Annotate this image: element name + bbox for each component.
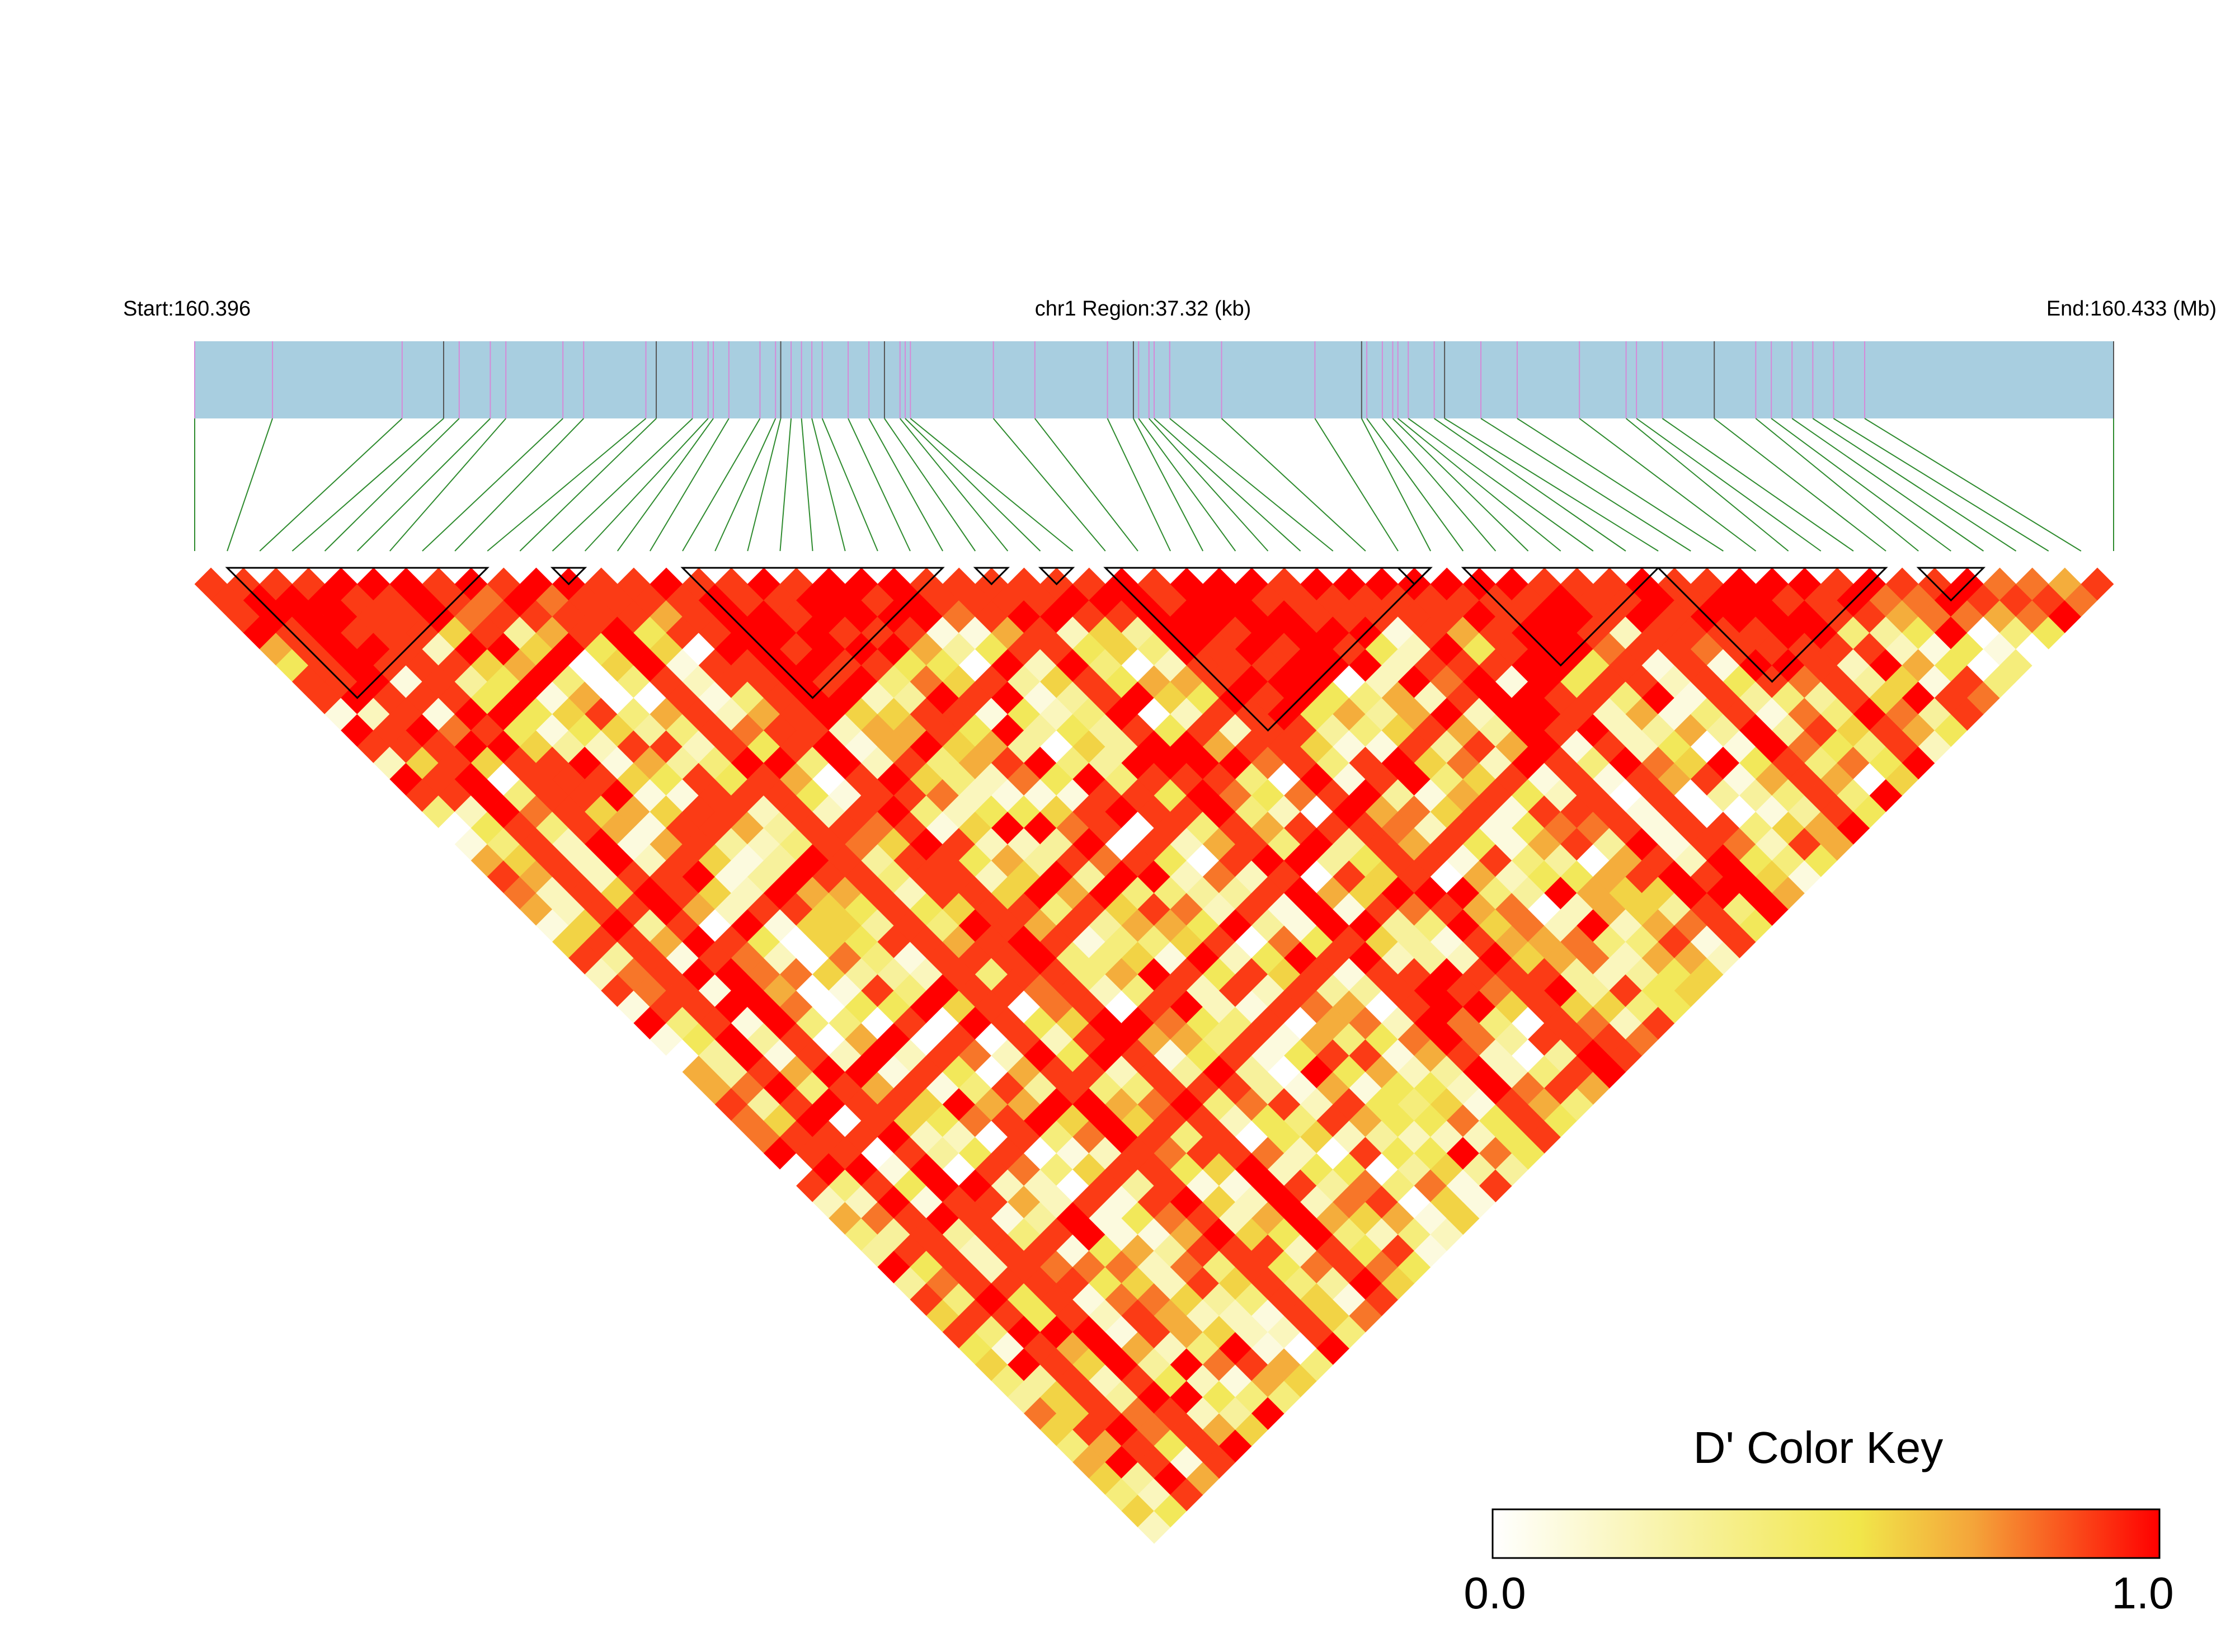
snp-connector bbox=[1833, 418, 2049, 552]
snp-connector bbox=[811, 418, 846, 552]
snp-connector bbox=[1662, 418, 1854, 552]
snp-position-ticks bbox=[194, 341, 2114, 418]
snp-connector bbox=[324, 418, 460, 552]
snp-connector bbox=[1392, 418, 1529, 552]
ld-cells bbox=[194, 567, 2114, 1544]
snp-connector bbox=[868, 418, 943, 552]
haplotype-blocks bbox=[225, 567, 1986, 732]
snp-connector bbox=[422, 418, 563, 552]
snp-connector bbox=[259, 418, 403, 552]
snp-connector bbox=[682, 418, 761, 552]
snp-connector bbox=[905, 418, 1041, 552]
haplotype-block-outline bbox=[1916, 567, 1986, 602]
snp-connector bbox=[1444, 418, 1659, 552]
snp-connector bbox=[519, 418, 657, 552]
snp-connector bbox=[1517, 418, 1724, 552]
start-label: Start:160.396 bbox=[123, 297, 251, 321]
color-key-max-label: 1.0 bbox=[2111, 1568, 2173, 1618]
snp-connector bbox=[1714, 418, 1886, 552]
snp-connector bbox=[1480, 418, 1691, 552]
snp-connector bbox=[779, 418, 792, 552]
color-key-min-label: 0.0 bbox=[1464, 1568, 1526, 1618]
snp-connector bbox=[389, 418, 506, 552]
snp-connector bbox=[454, 418, 584, 552]
snp-connector bbox=[714, 418, 777, 552]
snp-connector bbox=[747, 418, 782, 552]
snp-connector bbox=[1771, 418, 1951, 552]
snp-connector bbox=[291, 418, 444, 552]
haplotype-block-outline bbox=[225, 567, 490, 699]
haplotype-block-outline bbox=[550, 567, 587, 586]
region-label: chr1 Region:37.32 (kb) bbox=[1035, 297, 1251, 321]
haplotype-block-outline bbox=[1038, 567, 1075, 586]
snp-connector bbox=[884, 418, 976, 552]
snp-connector bbox=[1138, 418, 1236, 552]
snp-connector bbox=[1625, 418, 1789, 552]
snp-connector bbox=[1169, 418, 1334, 552]
haplotype-block-outline bbox=[1103, 567, 1433, 732]
snp-connector bbox=[1398, 418, 1561, 552]
snp-connector bbox=[899, 418, 1009, 552]
snp-connector bbox=[650, 418, 730, 552]
snp-connector bbox=[227, 418, 274, 552]
ld-cell bbox=[2081, 567, 2114, 601]
haplotype-block-outline bbox=[1396, 567, 1433, 586]
snp-connector bbox=[992, 418, 1106, 552]
snp-connector bbox=[617, 418, 714, 552]
end-label: End:160.433 (Mb) bbox=[2046, 297, 2217, 321]
haplotype-block-outline bbox=[1461, 567, 1660, 667]
snp-connector bbox=[1408, 418, 1594, 552]
snp-connector bbox=[1864, 418, 2082, 552]
snp-connector bbox=[1034, 418, 1138, 552]
snp-connector bbox=[1579, 418, 1757, 552]
snp-connector-lines bbox=[194, 418, 2114, 552]
snp-connector bbox=[1812, 418, 2017, 552]
color-key: D' Color Key 0.0 1.0 bbox=[1464, 1423, 2173, 1618]
snp-connector bbox=[1148, 418, 1269, 552]
snp-connector bbox=[1382, 418, 1497, 552]
snp-connector bbox=[1636, 418, 1822, 552]
color-key-bar bbox=[1491, 1508, 2161, 1559]
snp-connector bbox=[1361, 418, 1432, 552]
snp-connector bbox=[848, 418, 911, 552]
snp-connector bbox=[801, 418, 813, 552]
snp-connector bbox=[1434, 418, 1626, 552]
snp-connector bbox=[821, 418, 878, 552]
color-key-title: D' Color Key bbox=[1693, 1423, 1944, 1472]
snp-connector bbox=[487, 418, 647, 552]
snp-connector bbox=[1133, 418, 1204, 552]
snp-connector bbox=[910, 418, 1074, 552]
snp-connector bbox=[356, 418, 491, 552]
haplotype-block-outline bbox=[973, 567, 1010, 586]
snp-connector bbox=[1154, 418, 1301, 552]
snp-connector bbox=[1366, 418, 1464, 552]
haplotype-block-outline bbox=[1656, 567, 1888, 683]
snp-connector bbox=[1755, 418, 1919, 552]
snp-connector bbox=[552, 418, 693, 552]
snp-connector bbox=[584, 418, 709, 552]
snp-connector bbox=[1107, 418, 1171, 552]
snp-connector bbox=[1314, 418, 1399, 552]
snp-connector bbox=[1791, 418, 1984, 552]
snp-connector bbox=[1221, 418, 1366, 552]
haplotype-block-outline bbox=[680, 567, 945, 699]
